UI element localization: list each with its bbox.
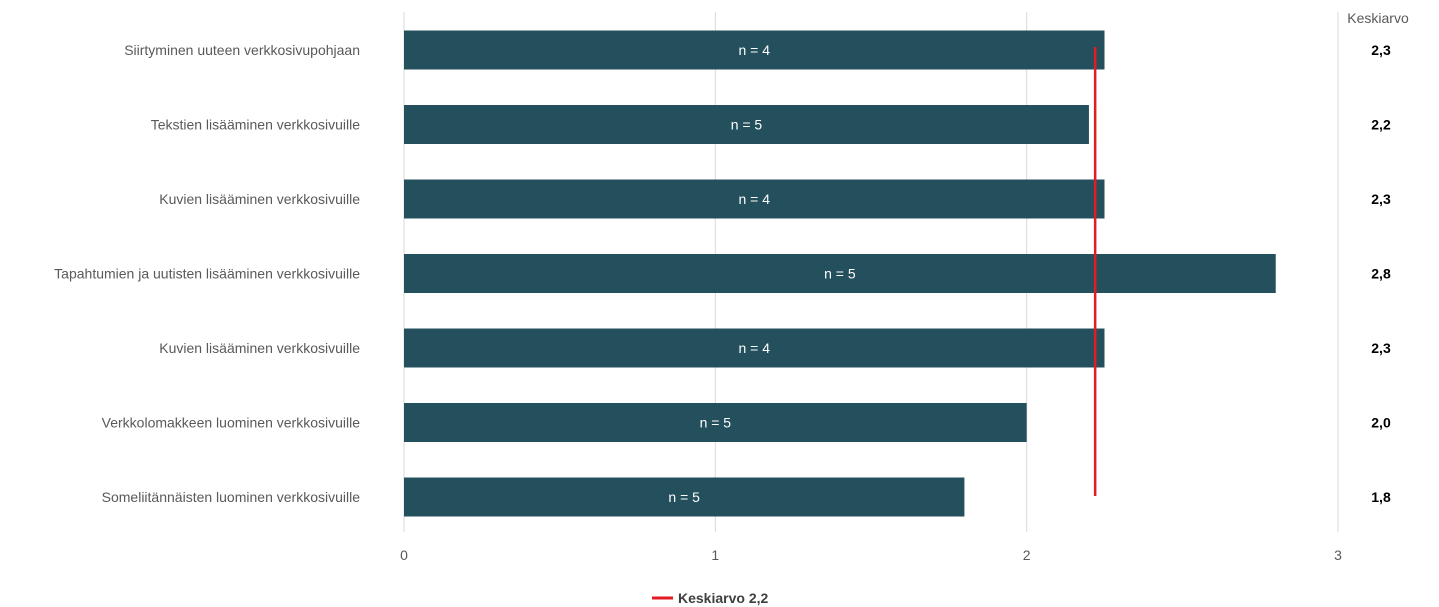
legend-label: Keskiarvo 2,2 — [678, 590, 768, 606]
value-label: 2,3 — [1371, 191, 1391, 207]
bar-label: n = 5 — [700, 415, 732, 431]
bar — [404, 105, 1089, 144]
value-column: Keskiarvo 2,3 2,2 2,3 2,8 2,3 2,0 1,8 — [1347, 10, 1409, 505]
bar-label: n = 5 — [668, 489, 700, 505]
bar — [404, 254, 1276, 293]
category-label: Siirtyminen uuteen verkkosivupohjaan — [124, 42, 360, 58]
bar-label: n = 5 — [731, 117, 763, 133]
value-column-header: Keskiarvo — [1347, 10, 1409, 26]
category-label: Verkkolomakkeen luominen verkkosivuille — [102, 415, 361, 431]
x-tick-label: 2 — [1023, 547, 1031, 563]
category-labels: Siirtyminen uuteen verkkosivupohjaan Teks… — [54, 42, 360, 505]
value-label: 2,3 — [1371, 42, 1391, 58]
bar — [404, 403, 1027, 442]
x-tick-label: 0 — [400, 547, 408, 563]
value-label: 2,3 — [1371, 340, 1391, 356]
x-axis-ticks: 0 1 2 3 — [400, 547, 1342, 563]
bar-label: n = 4 — [738, 340, 770, 356]
x-tick-label: 1 — [711, 547, 719, 563]
bar-label: n = 4 — [738, 191, 770, 207]
value-label: 2,8 — [1371, 266, 1391, 282]
bars: n = 4 n = 5 n = 4 n = 5 n = 4 n = 5 n = 5 — [404, 30, 1276, 517]
category-label: Tapahtumien ja uutisten lisääminen verkk… — [54, 266, 360, 282]
bar-label: n = 4 — [738, 42, 770, 58]
value-label: 1,8 — [1371, 489, 1391, 505]
bar — [404, 179, 1105, 219]
category-label: Kuvien lisääminen verkkosivuille — [159, 340, 360, 356]
value-label: 2,2 — [1371, 117, 1391, 133]
category-label: Tekstien lisääminen verkkosivuille — [151, 117, 361, 133]
x-tick-label: 3 — [1334, 547, 1342, 563]
bar — [404, 328, 1105, 368]
value-label: 2,0 — [1371, 415, 1391, 431]
bar — [404, 477, 965, 517]
bar-label: n = 5 — [824, 266, 856, 282]
bar — [404, 30, 1105, 70]
category-label: Kuvien lisääminen verkkosivuille — [159, 191, 360, 207]
legend: Keskiarvo 2,2 — [652, 590, 768, 606]
category-label: Someliitännäisten luominen verkkosivuill… — [102, 489, 361, 505]
